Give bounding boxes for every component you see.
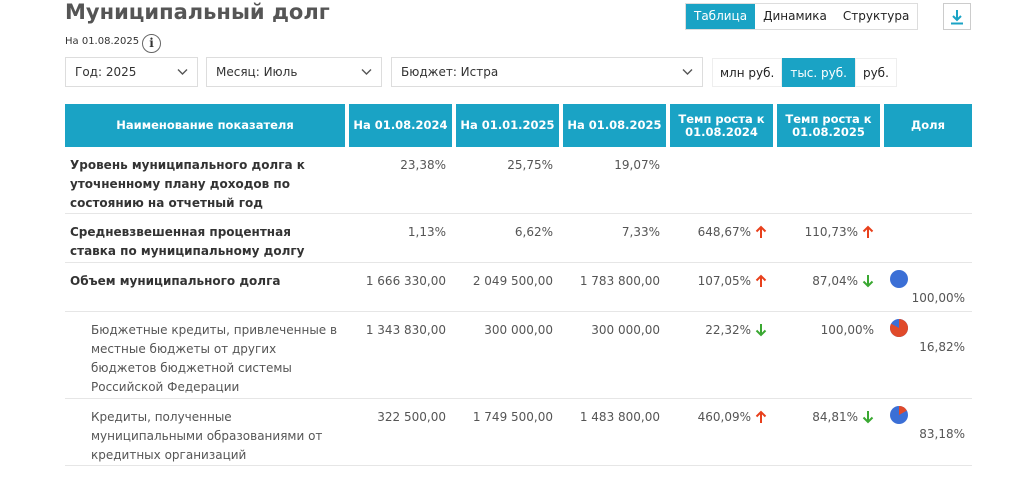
value-2025-08: 7,33%	[563, 214, 670, 263]
value-2025-01: 1 749 500,00	[456, 399, 563, 466]
chevron-down-icon	[361, 69, 372, 75]
share-pie-icon	[890, 270, 908, 288]
growth-2024-cell: 22,32%	[670, 312, 777, 399]
value-2025-08: 19,07%	[563, 147, 670, 214]
growth-2024: 460,09%	[697, 410, 751, 424]
year-select-value: Год: 2025	[75, 65, 137, 79]
info-icon[interactable]: i	[142, 34, 161, 53]
share-pie-icon	[890, 406, 908, 424]
unit-rub[interactable]: руб.	[854, 58, 897, 87]
value-2025-08: 300 000,00	[563, 312, 670, 399]
tab-structure[interactable]: Структура	[834, 4, 918, 29]
arrow-down-icon	[862, 275, 874, 288]
growth-2025-cell: 110,73%	[777, 214, 884, 263]
month-select[interactable]: Месяц: Июль	[206, 57, 382, 87]
col-header-share[interactable]: Доля	[884, 104, 972, 147]
value-2024-08: 1 666 330,00	[349, 263, 456, 312]
table-row: Кредиты, полученные муниципальными образ…	[65, 399, 972, 466]
col-header-date-aug-2025[interactable]: На 01.08.2025	[563, 104, 670, 147]
table-row: Уровень муниципального долга к уточненно…	[65, 147, 972, 214]
tab-table[interactable]: Таблица	[686, 4, 756, 29]
budget-select-value: Бюджет: Истра	[401, 65, 499, 79]
unit-tabs: млн руб. тыс. руб. руб.	[712, 58, 897, 87]
growth-2025-cell	[777, 147, 884, 214]
budget-select[interactable]: Бюджет: Истра	[391, 57, 703, 87]
share-value: 100,00%	[911, 291, 965, 305]
arrow-down-icon	[862, 411, 874, 424]
row-name: Уровень муниципального долга к уточненно…	[65, 147, 349, 214]
tab-dynamics[interactable]: Динамика	[755, 4, 835, 29]
year-select[interactable]: Год: 2025	[65, 57, 198, 87]
table-row: Бюджетные кредиты, привлеченные в местны…	[65, 312, 972, 399]
share-cell: 83,18%	[884, 399, 972, 466]
growth-2025: 84,81%	[812, 410, 858, 424]
arrow-up-icon	[755, 225, 767, 238]
growth-2024: 648,67%	[697, 225, 751, 239]
view-tabs: Таблица Динамика Структура	[685, 3, 919, 30]
page-title: Муниципальный долг	[65, 0, 330, 24]
share-pie-icon	[889, 319, 908, 337]
value-2024-08: 23,38%	[349, 147, 456, 214]
chevron-down-icon	[682, 69, 693, 75]
value-2025-01: 6,62%	[456, 214, 563, 263]
col-header-growth-2025[interactable]: Темп роста к 01.08.2025	[777, 104, 884, 147]
growth-2025: 87,04%	[812, 274, 858, 288]
unit-million[interactable]: млн руб.	[712, 58, 783, 87]
value-2025-01: 300 000,00	[456, 312, 563, 399]
col-header-date-jan-2025[interactable]: На 01.01.2025	[456, 104, 563, 147]
share-cell	[884, 147, 972, 214]
row-name: Кредиты, полученные муниципальными образ…	[65, 399, 349, 466]
value-2024-08: 1 343 830,00	[349, 312, 456, 399]
value-2025-08: 1 783 800,00	[563, 263, 670, 312]
unit-thousand[interactable]: тыс. руб.	[782, 58, 855, 87]
download-button[interactable]	[943, 3, 971, 30]
share-value: 16,82%	[919, 340, 965, 354]
share-value: 83,18%	[919, 427, 965, 441]
growth-2024-cell: 648,67%	[670, 214, 777, 263]
growth-2025-cell: 100,00%	[777, 312, 884, 399]
col-header-date-2024[interactable]: На 01.08.2024	[349, 104, 456, 147]
share-cell: 16,82%	[884, 312, 972, 399]
arrow-up-icon	[755, 410, 767, 423]
table-row: Объем муниципального долга 1 666 330,00 2 …	[65, 263, 972, 312]
arrow-up-icon	[755, 274, 767, 287]
col-header-growth-2024[interactable]: Темп роста к 01.08.2024	[670, 104, 777, 147]
growth-2025: 110,73%	[804, 225, 858, 239]
growth-2024-cell: 107,05%	[670, 263, 777, 312]
debt-table: Наименование показателя На 01.08.2024 На…	[65, 104, 972, 466]
growth-2025-cell: 87,04%	[777, 263, 884, 312]
growth-2024-cell	[670, 147, 777, 214]
value-2025-01: 2 049 500,00	[456, 263, 563, 312]
row-name: Объем муниципального долга	[65, 263, 349, 312]
as-of-date: На 01.08.2025	[65, 36, 140, 47]
growth-2025-cell: 84,81%	[777, 399, 884, 466]
download-icon	[951, 9, 963, 24]
value-2024-08: 1,13%	[349, 214, 456, 263]
col-header-name[interactable]: Наименование показателя	[65, 104, 349, 147]
share-cell	[884, 214, 972, 263]
value-2025-08: 1 483 800,00	[563, 399, 670, 466]
table-header: Наименование показателя На 01.08.2024 На…	[65, 104, 972, 147]
row-name: Бюджетные кредиты, привлеченные в местны…	[65, 312, 349, 399]
row-name: Средневзвешенная процентная ставка по му…	[65, 214, 349, 263]
growth-2024: 107,05%	[697, 274, 751, 288]
growth-2024: 22,32%	[705, 323, 751, 337]
growth-2025: 100,00%	[820, 323, 874, 337]
share-cell: 100,00%	[884, 263, 972, 312]
chevron-down-icon	[177, 69, 188, 75]
value-2024-08: 322 500,00	[349, 399, 456, 466]
arrow-up-icon	[862, 225, 874, 238]
month-select-value: Месяц: Июль	[216, 65, 298, 79]
value-2025-01: 25,75%	[456, 147, 563, 214]
table-row: Средневзвешенная процентная ставка по му…	[65, 214, 972, 263]
arrow-down-icon	[755, 324, 767, 337]
growth-2024-cell: 460,09%	[670, 399, 777, 466]
